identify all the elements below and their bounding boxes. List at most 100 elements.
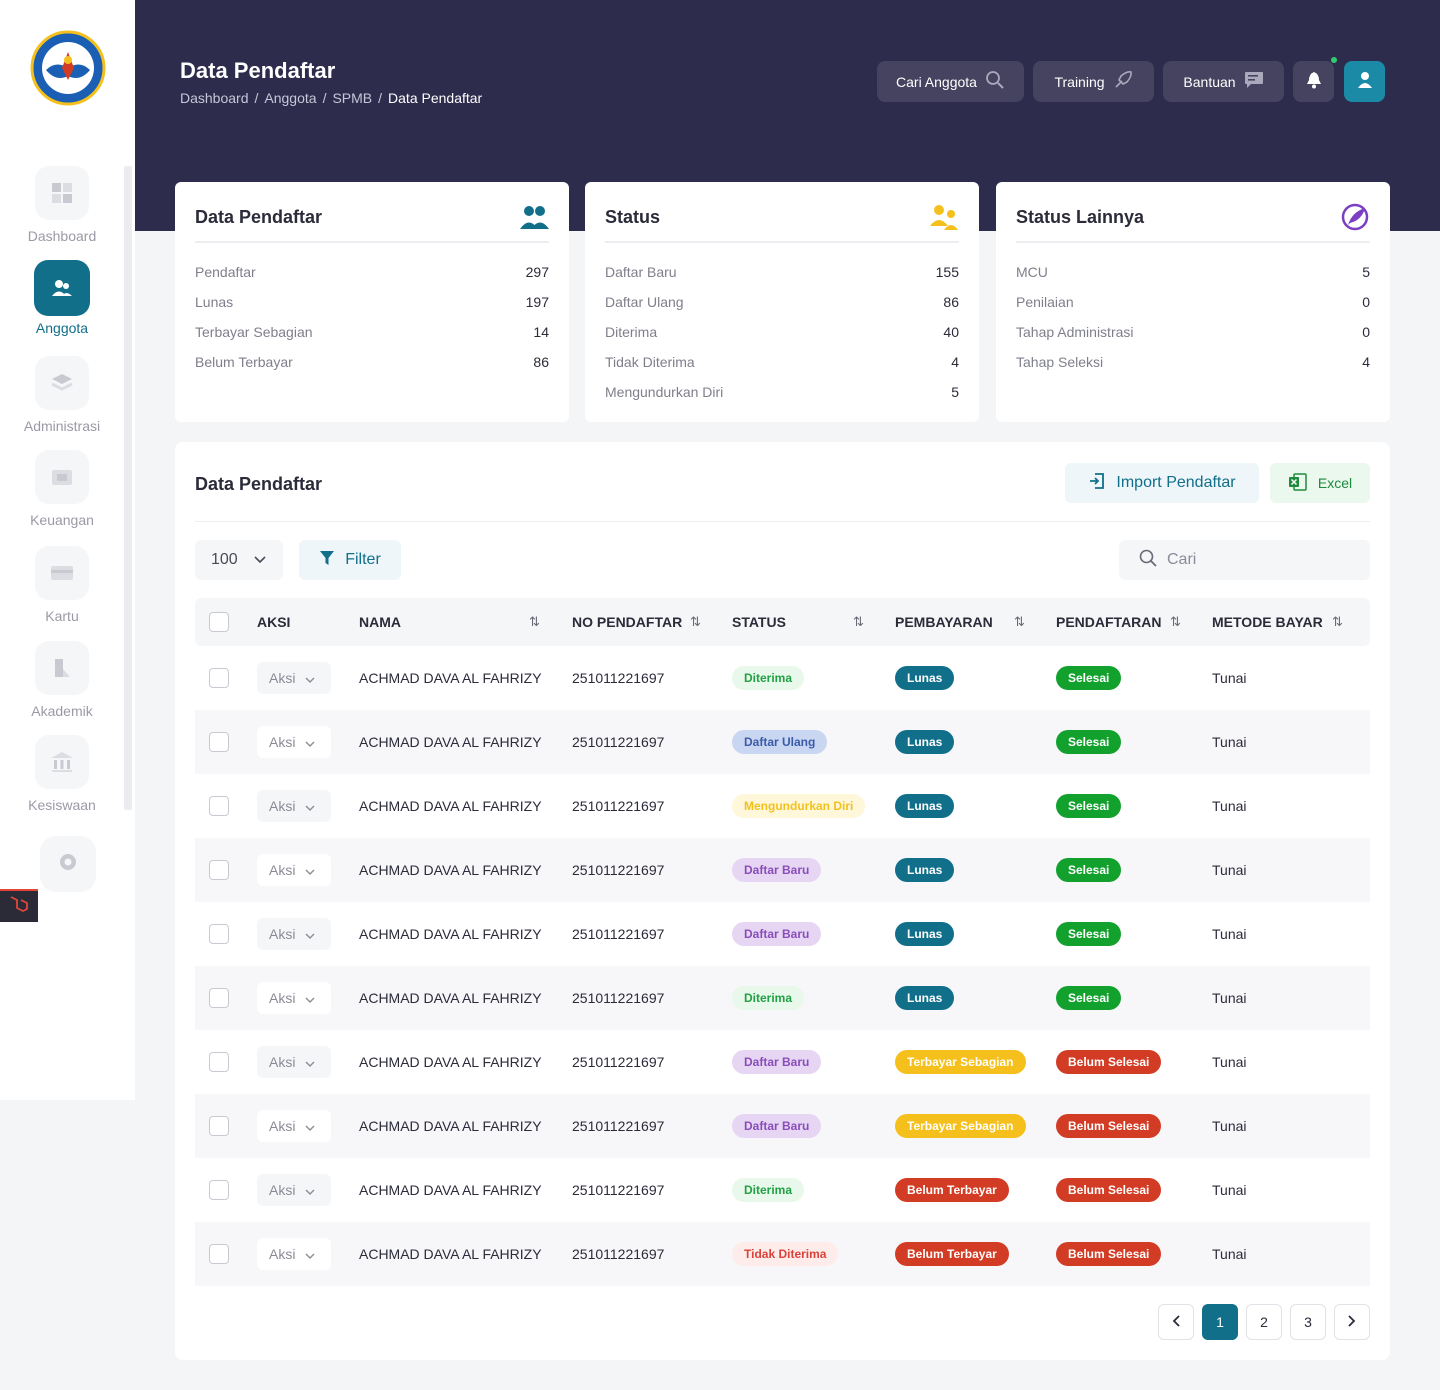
stat-value: 4: [951, 354, 959, 370]
sidebar-item-dashboard[interactable]: Dashboard: [0, 166, 124, 244]
notification-button[interactable]: [1293, 61, 1334, 102]
aksi-dropdown[interactable]: Aksi: [257, 1174, 331, 1206]
excel-export-button[interactable]: Excel: [1270, 463, 1370, 503]
row-checkbox[interactable]: [209, 1180, 229, 1200]
sidebar-item-label: Kesiswaan: [28, 797, 96, 813]
sort-icon[interactable]: ⇅: [1014, 614, 1025, 629]
pagination-page-2[interactable]: 2: [1246, 1304, 1282, 1340]
nama-cell: ACHMAD DAVA AL FAHRIZY: [359, 1246, 542, 1262]
debugbar-toggle[interactable]: [0, 889, 38, 922]
row-checkbox[interactable]: [209, 668, 229, 688]
sidebar-item-label: Kartu: [45, 608, 79, 624]
status-badge: Daftar Baru: [732, 922, 822, 946]
bantuan-button[interactable]: Bantuan: [1163, 61, 1284, 102]
pembayaran-cell: Belum Terbayar: [895, 1222, 1009, 1286]
sort-icon[interactable]: ⇅: [529, 614, 540, 629]
stat-label: Penilaian: [1016, 294, 1074, 310]
row-checkbox[interactable]: [209, 860, 229, 880]
sort-icon[interactable]: ⇅: [690, 614, 701, 629]
sidebar: Dashboard Anggota Administrasi Keuangan …: [0, 0, 135, 1100]
pagination-prev[interactable]: [1158, 1304, 1194, 1340]
sidebar-item-label: Dashboard: [27, 228, 97, 244]
row-select-cell: [209, 966, 229, 1030]
aksi-label: Aksi: [269, 862, 296, 878]
nama-cell: ACHMAD DAVA AL FAHRIZY: [359, 734, 542, 750]
breadcrumb-dashboard[interactable]: Dashboard: [180, 90, 249, 106]
sidebar-item-kesiswaan[interactable]: Kesiswaan: [0, 735, 124, 813]
column-no-pendaftar[interactable]: NO PENDAFTAR: [572, 614, 683, 630]
settings-button[interactable]: [40, 836, 96, 892]
aksi-cell: Aksi: [257, 710, 331, 774]
no-pendaftar-cell: 251011221697: [572, 734, 665, 750]
metode-bayar-cell: Tunai: [1212, 734, 1247, 750]
row-select-cell: [209, 710, 229, 774]
row-select-cell: [209, 1158, 229, 1222]
column-status[interactable]: STATUS: [732, 614, 786, 630]
stat-row: Tahap Seleksi 4: [1016, 354, 1370, 370]
chevron-down-icon: [305, 670, 315, 686]
per-page-select[interactable]: 100: [195, 540, 283, 580]
sidebar-item-administrasi[interactable]: Administrasi: [0, 356, 124, 434]
no-pendaftar-cell: 251011221697: [572, 1054, 665, 1070]
row-checkbox[interactable]: [209, 732, 229, 752]
training-button[interactable]: Training: [1033, 61, 1154, 102]
search-input[interactable]: [1167, 551, 1357, 569]
row-checkbox[interactable]: [209, 1052, 229, 1072]
nama-cell: ACHMAD DAVA AL FAHRIZY: [359, 670, 542, 686]
aksi-label: Aksi: [269, 798, 296, 814]
chevron-down-icon: [305, 862, 315, 878]
filter-button[interactable]: Filter: [299, 540, 401, 580]
chevron-down-icon: [305, 798, 315, 814]
import-pendaftar-button[interactable]: Import Pendaftar: [1065, 463, 1259, 503]
row-checkbox[interactable]: [209, 988, 229, 1008]
chevron-down-icon: [305, 1118, 315, 1134]
aksi-dropdown[interactable]: Aksi: [257, 790, 331, 822]
sidebar-item-label: Anggota: [35, 320, 89, 336]
sort-icon[interactable]: ⇅: [853, 614, 864, 629]
aksi-dropdown[interactable]: Aksi: [257, 918, 331, 950]
sidebar-item-kartu[interactable]: Kartu: [0, 546, 124, 624]
status-cell: Daftar Baru: [732, 1030, 822, 1094]
sidebar-item-anggota[interactable]: Anggota: [0, 260, 124, 336]
sort-icon[interactable]: ⇅: [1332, 614, 1343, 629]
aksi-dropdown[interactable]: Aksi: [257, 1110, 331, 1142]
pagination-next[interactable]: [1334, 1304, 1370, 1340]
row-checkbox[interactable]: [209, 1244, 229, 1264]
pagination-page-3[interactable]: 3: [1290, 1304, 1326, 1340]
breadcrumb-anggota[interactable]: Anggota: [264, 90, 317, 106]
row-checkbox[interactable]: [209, 924, 229, 944]
sidebar-scrollbar[interactable]: [124, 166, 132, 810]
sidebar-item-label: Administrasi: [23, 418, 101, 434]
column-pembayaran[interactable]: PEMBAYARAN: [895, 614, 993, 630]
tut-wuri-handayani-logo[interactable]: [30, 30, 106, 106]
metode-bayar-cell: Tunai: [1212, 990, 1247, 1006]
pembayaran-cell: Lunas: [895, 774, 955, 838]
stat-label: Lunas: [195, 294, 234, 310]
profile-button[interactable]: [1344, 61, 1385, 102]
row-checkbox[interactable]: [209, 796, 229, 816]
aksi-dropdown[interactable]: Aksi: [257, 1238, 331, 1270]
grid-icon: [35, 166, 89, 220]
sidebar-item-akademik[interactable]: Akademik: [0, 641, 124, 719]
card-divider: [195, 241, 549, 243]
select-all-checkbox[interactable]: [209, 612, 229, 632]
aksi-dropdown[interactable]: Aksi: [257, 662, 331, 694]
aksi-dropdown[interactable]: Aksi: [257, 982, 331, 1014]
stat-value: 155: [935, 264, 959, 280]
table-row: Aksi ACHMAD DAVA AL FAHRIZY 251011221697 Da…: [195, 838, 1370, 902]
sort-icon[interactable]: ⇅: [1170, 614, 1181, 629]
row-checkbox[interactable]: [209, 1116, 229, 1136]
column-metode-bayar[interactable]: METODE BAYAR: [1212, 614, 1323, 630]
section-divider: [195, 521, 1370, 522]
aksi-label: Aksi: [269, 990, 296, 1006]
aksi-dropdown[interactable]: Aksi: [257, 854, 331, 886]
cari-anggota-button[interactable]: Cari Anggota: [877, 61, 1024, 102]
pagination-page-1[interactable]: 1: [1202, 1304, 1238, 1340]
column-nama[interactable]: NAMA: [359, 614, 401, 630]
sidebar-item-keuangan[interactable]: Keuangan: [0, 450, 124, 528]
breadcrumb-spmb[interactable]: SPMB: [332, 90, 373, 106]
aksi-cell: Aksi: [257, 774, 331, 838]
column-pendaftaran[interactable]: PENDAFTARAN: [1056, 614, 1162, 630]
aksi-dropdown[interactable]: Aksi: [257, 726, 331, 758]
aksi-dropdown[interactable]: Aksi: [257, 1046, 331, 1078]
